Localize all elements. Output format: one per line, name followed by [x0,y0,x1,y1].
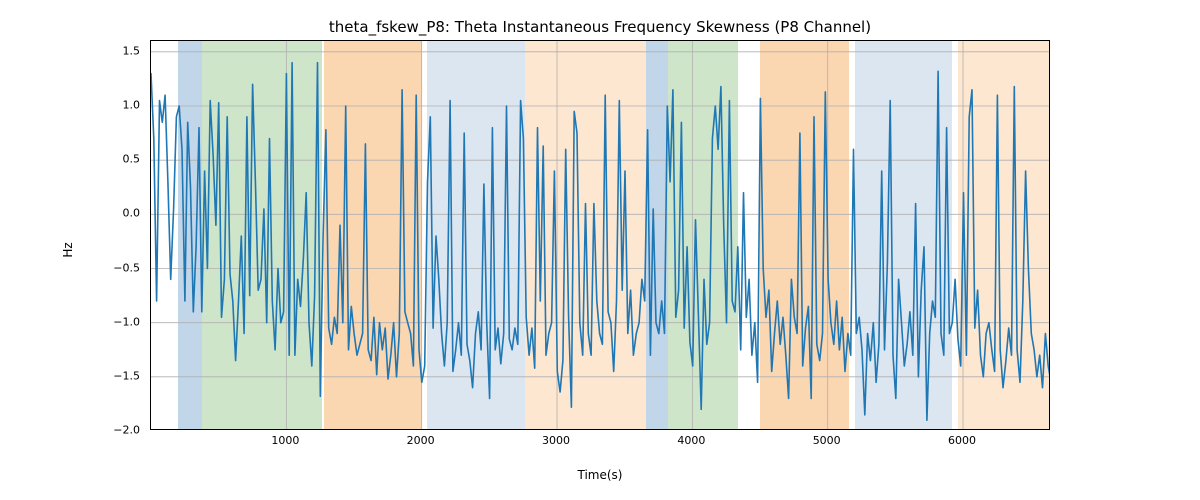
x-tick-label: 4000 [677,434,705,447]
plot-svg [151,41,1050,430]
y-axis-label: Hz [61,242,75,257]
line-series [151,63,1050,421]
y-tick-label: −1.0 [113,315,140,328]
y-tick-label: −0.5 [113,261,140,274]
y-tick-label: 1.0 [123,99,141,112]
y-tick-label: 0.0 [123,207,141,220]
x-axis-label: Time(s) [0,468,1200,482]
y-tick-label: 1.5 [123,44,141,57]
x-tick-label: 3000 [542,434,570,447]
plot-area [150,40,1050,430]
x-tick-label: 6000 [948,434,976,447]
y-tick-label: −2.0 [113,424,140,437]
y-tick-label: 0.5 [123,153,141,166]
figure: theta_fskew_P8: Theta Instantaneous Freq… [0,0,1200,500]
x-tick-label: 5000 [813,434,841,447]
x-tick-label: 1000 [271,434,299,447]
x-tick-label: 2000 [407,434,435,447]
chart-title: theta_fskew_P8: Theta Instantaneous Freq… [0,18,1200,36]
y-tick-label: −1.5 [113,369,140,382]
